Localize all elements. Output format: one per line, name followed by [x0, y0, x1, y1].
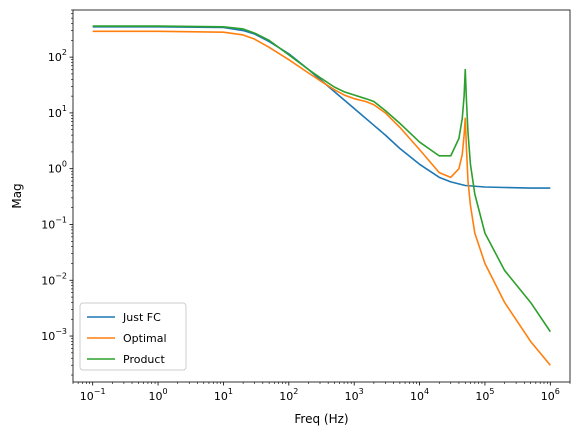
y-tick-label-base: 10: [48, 163, 62, 176]
series-line-product: [92, 25, 551, 333]
x-tick-label-exponent: 0: [163, 387, 168, 396]
x-tick-label: 100: [149, 387, 168, 403]
x-tick-label-exponent: 6: [555, 387, 560, 396]
x-tick-label-base: 10: [214, 390, 228, 403]
y-tick-label-base: 10: [48, 51, 62, 64]
x-tick-label: 103: [345, 387, 364, 403]
y-tick-label-exponent: 0: [62, 160, 67, 169]
y-tick-label: 100: [48, 160, 67, 176]
y-tick-label-base: 10: [41, 218, 55, 231]
y-tick-label: 10−3: [41, 327, 67, 343]
y-tick-label: 102: [48, 48, 67, 64]
y-tick-label-base: 10: [41, 274, 55, 287]
series-line-optimal: [92, 30, 551, 366]
y-tick-label-base: 10: [41, 330, 55, 343]
y-tick-label-exponent: 2: [62, 48, 67, 57]
y-tick-label-exponent: 1: [62, 104, 67, 113]
x-axis-ticks: 10−1 100 101 102 103 104 105 106: [72, 382, 571, 403]
series-layer: [92, 25, 551, 366]
x-tick-label-exponent: 4: [424, 387, 429, 396]
x-tick-label-exponent: −1: [94, 387, 106, 396]
x-tick-label: 102: [279, 387, 298, 403]
series-line-just-fc: [92, 25, 551, 189]
legend-box: [79, 302, 187, 371]
x-tick-label-base: 10: [80, 390, 94, 403]
x-tick-label-exponent: 5: [489, 387, 494, 396]
x-tick-label-exponent: 3: [359, 387, 364, 396]
y-tick-label: 10−2: [41, 271, 67, 287]
y-tick-label: 101: [48, 104, 67, 120]
x-tick-label: 10−1: [80, 387, 106, 403]
x-tick-label: 101: [214, 387, 233, 403]
plot-frame: [72, 9, 571, 383]
y-tick-label-exponent: −3: [55, 327, 67, 336]
x-tick-label-base: 10: [279, 390, 293, 403]
legend-label: Just FC: [122, 311, 161, 324]
legend: Just FC Optimal Product: [79, 302, 187, 371]
x-tick-label-exponent: 1: [228, 387, 233, 396]
x-tick-label-base: 10: [541, 390, 555, 403]
x-tick-label-base: 10: [410, 390, 424, 403]
y-tick-label: 10−1: [41, 215, 67, 231]
x-tick-label-base: 10: [345, 390, 359, 403]
x-axis-label: Freq (Hz): [294, 412, 348, 426]
x-tick-label-base: 10: [149, 390, 163, 403]
legend-label: Optimal: [123, 332, 167, 345]
x-tick-label: 105: [475, 387, 494, 403]
y-tick-label-exponent: −2: [55, 271, 67, 280]
x-tick-label: 104: [410, 387, 429, 403]
x-tick-label: 106: [541, 387, 560, 403]
x-tick-label-exponent: 2: [293, 387, 298, 396]
legend-label: Product: [123, 353, 165, 366]
y-axis-label: Mag: [10, 183, 24, 208]
x-tick-label-base: 10: [475, 390, 489, 403]
y-tick-label-exponent: −1: [55, 215, 67, 224]
y-tick-label-base: 10: [48, 107, 62, 120]
